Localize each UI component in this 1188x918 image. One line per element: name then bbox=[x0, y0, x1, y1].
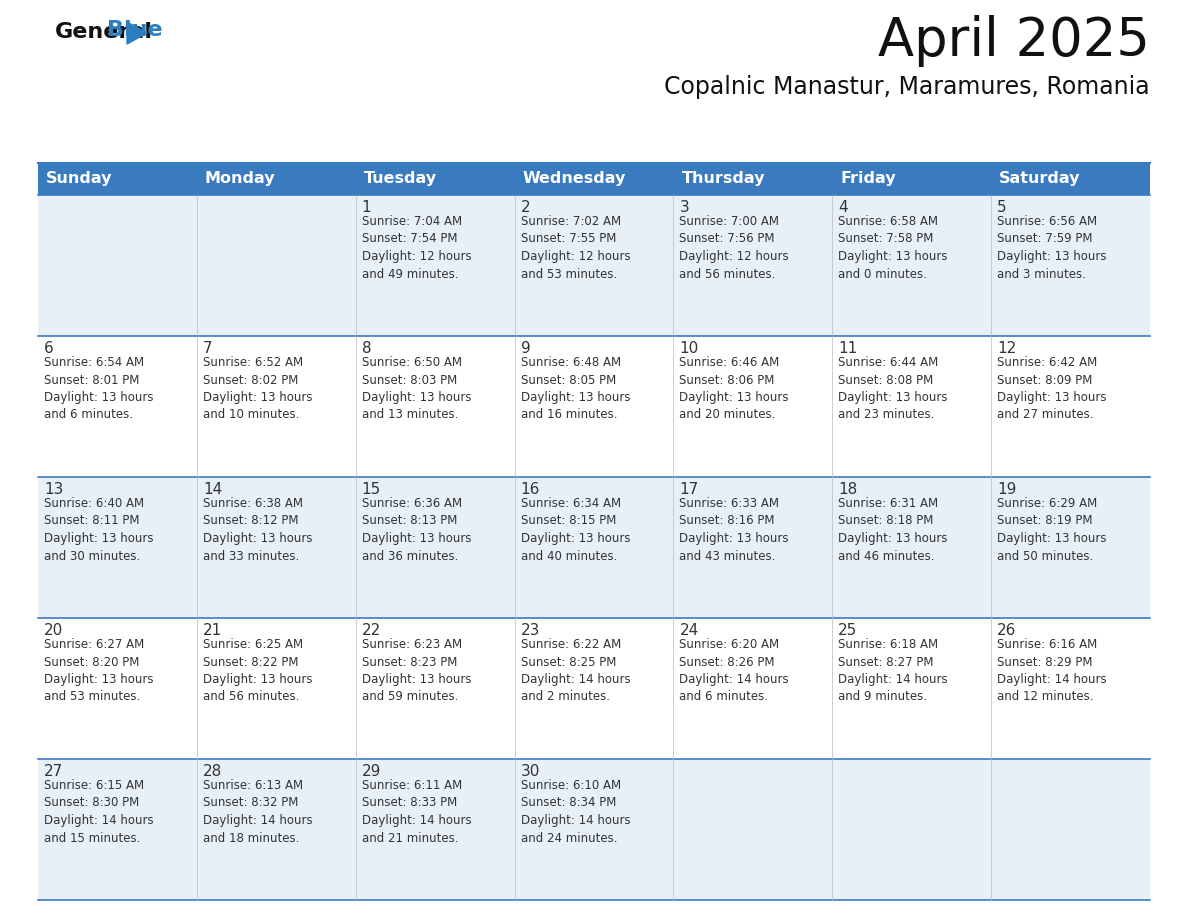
Bar bbox=[38, 195, 1150, 336]
Text: Sunrise: 6:25 AM
Sunset: 8:22 PM
Daylight: 13 hours
and 56 minutes.: Sunrise: 6:25 AM Sunset: 8:22 PM Dayligh… bbox=[203, 638, 312, 703]
Text: Sunday: Sunday bbox=[46, 172, 113, 186]
Text: Sunrise: 6:23 AM
Sunset: 8:23 PM
Daylight: 13 hours
and 59 minutes.: Sunrise: 6:23 AM Sunset: 8:23 PM Dayligh… bbox=[361, 638, 472, 703]
Polygon shape bbox=[127, 22, 147, 44]
Text: 9: 9 bbox=[520, 341, 530, 356]
Text: 15: 15 bbox=[361, 482, 381, 497]
Text: Sunrise: 6:20 AM
Sunset: 8:26 PM
Daylight: 14 hours
and 6 minutes.: Sunrise: 6:20 AM Sunset: 8:26 PM Dayligh… bbox=[680, 638, 789, 703]
Bar bbox=[355, 163, 514, 195]
Text: 19: 19 bbox=[997, 482, 1017, 497]
Text: Sunrise: 6:31 AM
Sunset: 8:18 PM
Daylight: 13 hours
and 46 minutes.: Sunrise: 6:31 AM Sunset: 8:18 PM Dayligh… bbox=[839, 497, 948, 563]
Text: Monday: Monday bbox=[204, 172, 276, 186]
Text: Sunrise: 6:27 AM
Sunset: 8:20 PM
Daylight: 13 hours
and 53 minutes.: Sunrise: 6:27 AM Sunset: 8:20 PM Dayligh… bbox=[44, 638, 153, 703]
Bar bbox=[674, 163, 833, 195]
Text: Wednesday: Wednesday bbox=[523, 172, 626, 186]
Text: 12: 12 bbox=[997, 341, 1017, 356]
Text: 29: 29 bbox=[361, 764, 381, 779]
Text: 14: 14 bbox=[203, 482, 222, 497]
Text: 24: 24 bbox=[680, 623, 699, 638]
Text: Tuesday: Tuesday bbox=[364, 172, 437, 186]
Bar bbox=[514, 163, 674, 195]
Text: Sunrise: 6:46 AM
Sunset: 8:06 PM
Daylight: 13 hours
and 20 minutes.: Sunrise: 6:46 AM Sunset: 8:06 PM Dayligh… bbox=[680, 356, 789, 421]
Text: 22: 22 bbox=[361, 623, 381, 638]
Text: Sunrise: 6:13 AM
Sunset: 8:32 PM
Daylight: 14 hours
and 18 minutes.: Sunrise: 6:13 AM Sunset: 8:32 PM Dayligh… bbox=[203, 779, 312, 845]
Text: Sunrise: 7:02 AM
Sunset: 7:55 PM
Daylight: 12 hours
and 53 minutes.: Sunrise: 7:02 AM Sunset: 7:55 PM Dayligh… bbox=[520, 215, 630, 281]
Text: Sunrise: 7:04 AM
Sunset: 7:54 PM
Daylight: 12 hours
and 49 minutes.: Sunrise: 7:04 AM Sunset: 7:54 PM Dayligh… bbox=[361, 215, 472, 281]
Text: Sunrise: 6:15 AM
Sunset: 8:30 PM
Daylight: 14 hours
and 15 minutes.: Sunrise: 6:15 AM Sunset: 8:30 PM Dayligh… bbox=[44, 779, 153, 845]
Bar bbox=[38, 163, 197, 195]
Text: Sunrise: 6:29 AM
Sunset: 8:19 PM
Daylight: 13 hours
and 50 minutes.: Sunrise: 6:29 AM Sunset: 8:19 PM Dayligh… bbox=[997, 497, 1107, 563]
Text: 20: 20 bbox=[44, 623, 63, 638]
Text: 28: 28 bbox=[203, 764, 222, 779]
Bar bbox=[197, 163, 355, 195]
Bar bbox=[38, 336, 1150, 477]
Bar bbox=[38, 759, 1150, 900]
Text: Sunrise: 6:18 AM
Sunset: 8:27 PM
Daylight: 14 hours
and 9 minutes.: Sunrise: 6:18 AM Sunset: 8:27 PM Dayligh… bbox=[839, 638, 948, 703]
Text: Sunrise: 6:56 AM
Sunset: 7:59 PM
Daylight: 13 hours
and 3 minutes.: Sunrise: 6:56 AM Sunset: 7:59 PM Dayligh… bbox=[997, 215, 1107, 281]
Text: 17: 17 bbox=[680, 482, 699, 497]
Text: Sunrise: 6:11 AM
Sunset: 8:33 PM
Daylight: 14 hours
and 21 minutes.: Sunrise: 6:11 AM Sunset: 8:33 PM Dayligh… bbox=[361, 779, 472, 845]
Text: 30: 30 bbox=[520, 764, 541, 779]
Text: 7: 7 bbox=[203, 341, 213, 356]
Text: 21: 21 bbox=[203, 623, 222, 638]
Text: 10: 10 bbox=[680, 341, 699, 356]
Text: 4: 4 bbox=[839, 200, 848, 215]
Text: 13: 13 bbox=[44, 482, 63, 497]
Text: Sunrise: 6:44 AM
Sunset: 8:08 PM
Daylight: 13 hours
and 23 minutes.: Sunrise: 6:44 AM Sunset: 8:08 PM Dayligh… bbox=[839, 356, 948, 421]
Text: Sunrise: 6:54 AM
Sunset: 8:01 PM
Daylight: 13 hours
and 6 minutes.: Sunrise: 6:54 AM Sunset: 8:01 PM Dayligh… bbox=[44, 356, 153, 421]
Text: General: General bbox=[55, 22, 153, 42]
Text: Sunrise: 6:42 AM
Sunset: 8:09 PM
Daylight: 13 hours
and 27 minutes.: Sunrise: 6:42 AM Sunset: 8:09 PM Dayligh… bbox=[997, 356, 1107, 421]
Text: 8: 8 bbox=[361, 341, 372, 356]
Text: Sunrise: 6:40 AM
Sunset: 8:11 PM
Daylight: 13 hours
and 30 minutes.: Sunrise: 6:40 AM Sunset: 8:11 PM Dayligh… bbox=[44, 497, 153, 563]
Text: Sunrise: 6:50 AM
Sunset: 8:03 PM
Daylight: 13 hours
and 13 minutes.: Sunrise: 6:50 AM Sunset: 8:03 PM Dayligh… bbox=[361, 356, 472, 421]
Text: Blue: Blue bbox=[107, 20, 163, 40]
Text: Sunrise: 6:33 AM
Sunset: 8:16 PM
Daylight: 13 hours
and 43 minutes.: Sunrise: 6:33 AM Sunset: 8:16 PM Dayligh… bbox=[680, 497, 789, 563]
Bar bbox=[38, 477, 1150, 618]
Bar bbox=[38, 618, 1150, 759]
Text: Sunrise: 6:34 AM
Sunset: 8:15 PM
Daylight: 13 hours
and 40 minutes.: Sunrise: 6:34 AM Sunset: 8:15 PM Dayligh… bbox=[520, 497, 630, 563]
Text: 25: 25 bbox=[839, 623, 858, 638]
Text: 3: 3 bbox=[680, 200, 689, 215]
Text: Sunrise: 6:10 AM
Sunset: 8:34 PM
Daylight: 14 hours
and 24 minutes.: Sunrise: 6:10 AM Sunset: 8:34 PM Dayligh… bbox=[520, 779, 630, 845]
Text: Sunrise: 6:22 AM
Sunset: 8:25 PM
Daylight: 14 hours
and 2 minutes.: Sunrise: 6:22 AM Sunset: 8:25 PM Dayligh… bbox=[520, 638, 630, 703]
Text: April 2025: April 2025 bbox=[878, 15, 1150, 67]
Text: Sunrise: 6:36 AM
Sunset: 8:13 PM
Daylight: 13 hours
and 36 minutes.: Sunrise: 6:36 AM Sunset: 8:13 PM Dayligh… bbox=[361, 497, 472, 563]
Text: Thursday: Thursday bbox=[682, 172, 765, 186]
Bar bbox=[833, 163, 991, 195]
Text: 18: 18 bbox=[839, 482, 858, 497]
Text: Sunrise: 7:00 AM
Sunset: 7:56 PM
Daylight: 12 hours
and 56 minutes.: Sunrise: 7:00 AM Sunset: 7:56 PM Dayligh… bbox=[680, 215, 789, 281]
Text: 5: 5 bbox=[997, 200, 1006, 215]
Text: Sunrise: 6:58 AM
Sunset: 7:58 PM
Daylight: 13 hours
and 0 minutes.: Sunrise: 6:58 AM Sunset: 7:58 PM Dayligh… bbox=[839, 215, 948, 281]
Text: Sunrise: 6:16 AM
Sunset: 8:29 PM
Daylight: 14 hours
and 12 minutes.: Sunrise: 6:16 AM Sunset: 8:29 PM Dayligh… bbox=[997, 638, 1107, 703]
Text: 16: 16 bbox=[520, 482, 541, 497]
Text: 6: 6 bbox=[44, 341, 53, 356]
Text: Sunrise: 6:48 AM
Sunset: 8:05 PM
Daylight: 13 hours
and 16 minutes.: Sunrise: 6:48 AM Sunset: 8:05 PM Dayligh… bbox=[520, 356, 630, 421]
Text: Sunrise: 6:38 AM
Sunset: 8:12 PM
Daylight: 13 hours
and 33 minutes.: Sunrise: 6:38 AM Sunset: 8:12 PM Dayligh… bbox=[203, 497, 312, 563]
Text: 26: 26 bbox=[997, 623, 1017, 638]
Text: 23: 23 bbox=[520, 623, 541, 638]
Text: Copalnic Manastur, Maramures, Romania: Copalnic Manastur, Maramures, Romania bbox=[664, 75, 1150, 99]
Bar bbox=[991, 163, 1150, 195]
Text: 2: 2 bbox=[520, 200, 530, 215]
Text: Friday: Friday bbox=[840, 172, 896, 186]
Text: Sunrise: 6:52 AM
Sunset: 8:02 PM
Daylight: 13 hours
and 10 minutes.: Sunrise: 6:52 AM Sunset: 8:02 PM Dayligh… bbox=[203, 356, 312, 421]
Text: Saturday: Saturday bbox=[999, 172, 1081, 186]
Text: 27: 27 bbox=[44, 764, 63, 779]
Text: 1: 1 bbox=[361, 200, 372, 215]
Text: 11: 11 bbox=[839, 341, 858, 356]
